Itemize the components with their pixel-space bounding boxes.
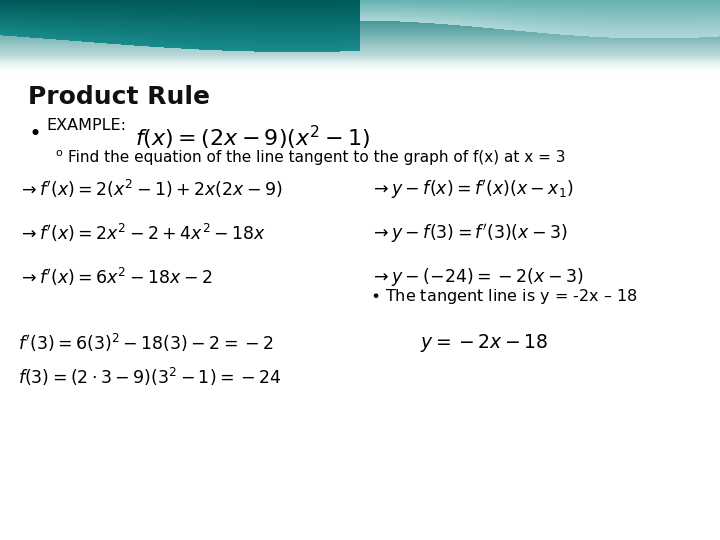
Text: $\rightarrow y-f(x)= f'(x)\left(x-x_1\right)$: $\rightarrow y-f(x)= f'(x)\left(x-x_1\ri…	[370, 178, 574, 201]
Text: $f\left(x\right)=\left(2x-9\right)\left(x^2-1\right)$: $f\left(x\right)=\left(2x-9\right)\left(…	[135, 124, 370, 152]
Text: $\rightarrow f'(x)= 2x^2-2+4x^2-18x$: $\rightarrow f'(x)= 2x^2-2+4x^2-18x$	[18, 222, 266, 244]
Text: $\rightarrow y-f(3)= f'(3)\left(x-3\right)$: $\rightarrow y-f(3)= f'(3)\left(x-3\righ…	[370, 222, 567, 245]
Text: o: o	[55, 148, 62, 158]
Text: $\rightarrow y-(-24)= -2(x-3)$: $\rightarrow y-(-24)= -2(x-3)$	[370, 266, 584, 288]
Text: EXAMPLE:: EXAMPLE:	[46, 118, 126, 133]
Text: $\rightarrow f'(x)= 2\left(x^2-1\right)+2x(2x-9)$: $\rightarrow f'(x)= 2\left(x^2-1\right)+…	[18, 178, 282, 200]
Text: $f(3)= (2\cdot3-9)\left(3^2-1\right)=-24$: $f(3)= (2\cdot3-9)\left(3^2-1\right)=-24…	[18, 366, 282, 388]
Text: Product Rule: Product Rule	[28, 85, 210, 109]
Text: $f'(3)= 6(3)^2-18(3)-2=-2$: $f'(3)= 6(3)^2-18(3)-2=-2$	[18, 332, 274, 354]
Text: $\rightarrow f'(x)= 6x^2-18x-2$: $\rightarrow f'(x)= 6x^2-18x-2$	[18, 266, 212, 288]
Text: $y=-2x-18$: $y=-2x-18$	[420, 332, 548, 354]
Text: $\bullet$: $\bullet$	[28, 122, 40, 142]
Text: Find the equation of the line tangent to the graph of f(x) at x = 3: Find the equation of the line tangent to…	[68, 150, 565, 165]
Bar	[0, 75, 720, 540]
Text: $\bullet$ The tangent line is y = -2x – 18: $\bullet$ The tangent line is y = -2x – …	[370, 287, 637, 306]
